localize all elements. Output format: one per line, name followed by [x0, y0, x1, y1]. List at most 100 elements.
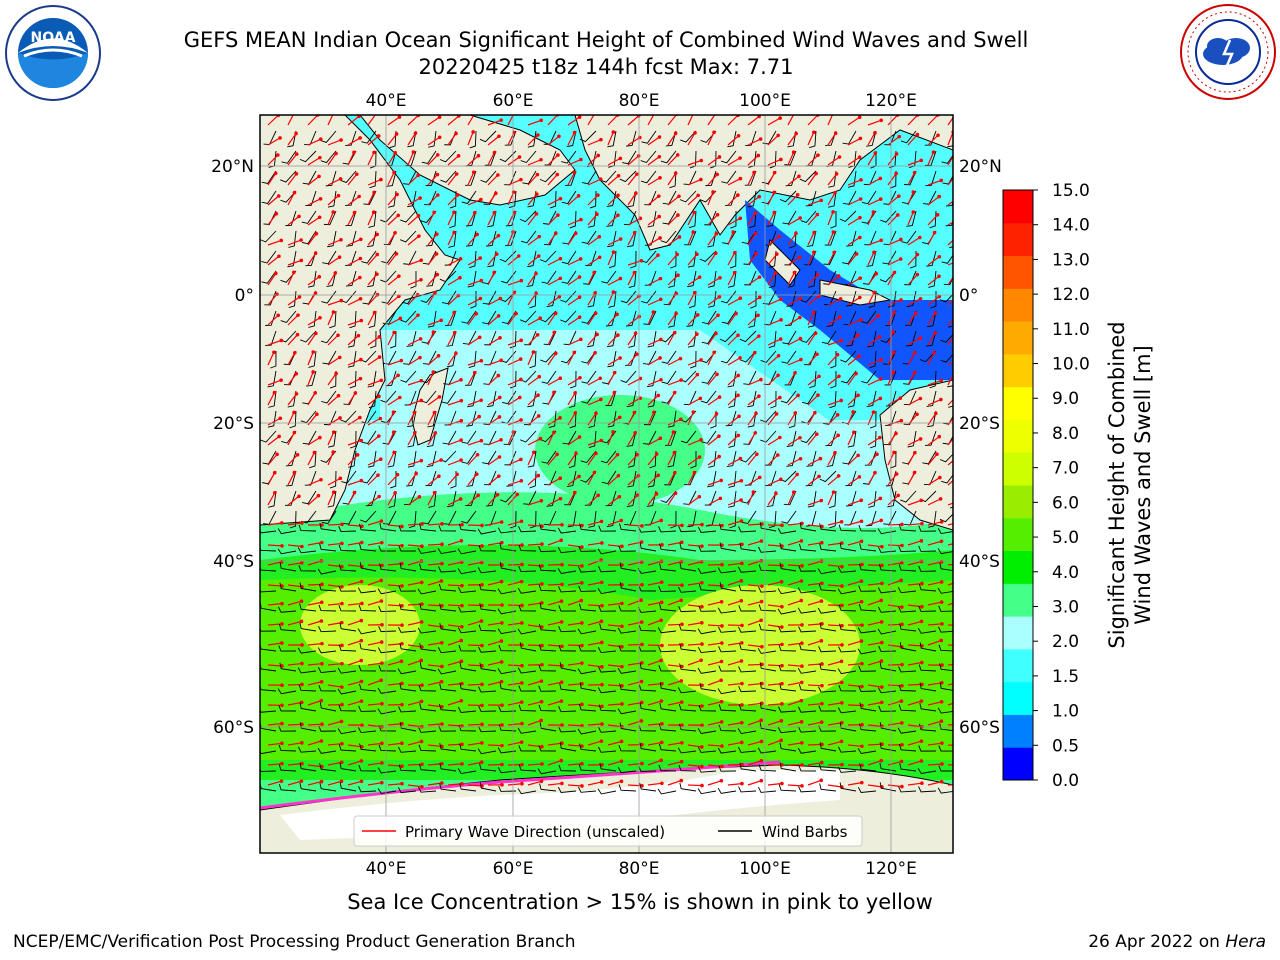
- wave-direction-arrow: [367, 662, 382, 666]
- wave-direction-arrow: [627, 432, 636, 446]
- wave-arrow-head: [759, 778, 764, 783]
- wave-direction-arrow: [487, 253, 498, 266]
- wave-direction-arrow: [427, 744, 442, 748]
- wave-arrow-head: [912, 370, 917, 375]
- wind-barb: [779, 762, 797, 772]
- wind-barb: [689, 210, 697, 229]
- wind-barb: [261, 190, 277, 204]
- wave-direction-arrow: [767, 564, 783, 567]
- wave-direction-arrow: [507, 313, 517, 326]
- wave-direction-arrow: [567, 744, 583, 747]
- wave-arrow-head: [659, 658, 664, 663]
- wave-arrow-head: [618, 156, 623, 161]
- wave-direction-arrow: [427, 563, 442, 566]
- wave-direction-arrow: [427, 475, 440, 486]
- wave-arrow-head: [536, 133, 540, 137]
- wave-arrow-head: [572, 130, 577, 135]
- wave-arrow-head: [879, 357, 883, 362]
- wind-barb: [785, 170, 797, 187]
- wave-direction-arrow: [927, 275, 940, 286]
- wave-direction-arrow: [287, 153, 298, 166]
- wave-arrow-head: [639, 598, 643, 603]
- wind-barb: [679, 562, 697, 572]
- wave-direction-arrow: [367, 600, 382, 606]
- wave-direction-arrow: [547, 296, 560, 306]
- wave-direction-arrow: [687, 604, 702, 608]
- wave-arrow-head: [875, 452, 879, 457]
- wave-arrow-head: [359, 699, 364, 703]
- wave-direction-arrow: [807, 779, 822, 786]
- wave-arrow-head: [376, 473, 380, 477]
- wave-direction-arrow: [327, 663, 342, 666]
- wave-direction-arrow: [867, 701, 882, 706]
- wave-arrow-head: [500, 743, 504, 748]
- wave-arrow-head: [272, 470, 277, 475]
- wind-barb: [737, 746, 757, 753]
- wave-direction-arrow: [927, 720, 942, 726]
- wind-barb: [329, 370, 337, 389]
- wave-direction-arrow: [387, 374, 399, 386]
- wave-arrow-head: [558, 376, 563, 381]
- wind-barb: [938, 644, 953, 652]
- wave-direction-arrow: [527, 452, 535, 466]
- wind-barb: [428, 130, 437, 148]
- wave-direction-arrow: [347, 439, 362, 446]
- wave-direction-arrow: [367, 336, 380, 346]
- wave-direction-arrow: [607, 372, 616, 386]
- wind-barb: [697, 628, 717, 635]
- wave-direction-arrow: [507, 581, 522, 586]
- wave-direction-arrow: [367, 379, 382, 386]
- wave-direction-arrow: [947, 479, 953, 486]
- wave-arrow-head: [940, 663, 944, 667]
- wind-barb: [945, 219, 953, 227]
- wave-arrow-head: [816, 393, 820, 397]
- wave-direction-arrow: [407, 279, 422, 286]
- wind-barb: [581, 310, 597, 324]
- wave-direction-arrow: [867, 211, 874, 226]
- wave-arrow-head: [557, 294, 562, 299]
- wave-direction-arrow: [467, 544, 483, 547]
- wave-direction-arrow: [527, 193, 538, 206]
- wave-direction-arrow: [847, 156, 860, 166]
- wind-barb: [759, 722, 777, 732]
- wind-barb: [928, 270, 937, 288]
- wave-direction-arrow: [287, 701, 302, 706]
- wave-arrow-head: [536, 254, 541, 258]
- wind-barb: [708, 290, 717, 308]
- wave-direction-arrow: [547, 681, 562, 686]
- wave-arrow-head: [539, 718, 544, 723]
- wave-arrow-head: [740, 623, 744, 628]
- wave-arrow-head: [739, 659, 744, 663]
- wind-barb: [809, 370, 817, 389]
- wind-barb: [628, 450, 637, 468]
- wave-arrow-head: [819, 639, 824, 643]
- wave-arrow-head: [620, 644, 624, 649]
- wave-arrow-head: [358, 297, 363, 301]
- wave-arrow-head: [476, 153, 481, 158]
- wave-arrow-head: [280, 703, 284, 708]
- wave-arrow-head: [799, 579, 804, 583]
- wind-barb: [647, 390, 657, 408]
- wave-direction-arrow: [707, 314, 719, 326]
- wind-barb: [619, 722, 637, 732]
- wave-direction-arrow: [767, 437, 781, 446]
- wave-direction-arrow: [847, 198, 861, 206]
- wave-arrow-head: [620, 684, 624, 688]
- wind-barb: [585, 250, 597, 267]
- wave-direction-arrow: [567, 763, 582, 766]
- wind-barb: [358, 765, 377, 772]
- wave-direction-arrow: [507, 622, 522, 626]
- wave-direction-arrow: [347, 358, 362, 366]
- wave-arrow-head: [659, 337, 663, 342]
- wind-barb: [868, 490, 877, 508]
- wind-barb: [419, 563, 437, 572]
- wave-arrow-head: [679, 700, 684, 704]
- wave-arrow-head: [338, 476, 343, 481]
- wave-direction-arrow: [587, 723, 603, 726]
- wind-barb: [697, 746, 717, 753]
- wave-arrow-head: [913, 350, 917, 355]
- wave-arrow-head: [400, 604, 404, 608]
- wave-direction-arrow: [747, 155, 759, 166]
- wave-direction-arrow: [647, 311, 654, 326]
- wave-arrow-head: [720, 562, 724, 567]
